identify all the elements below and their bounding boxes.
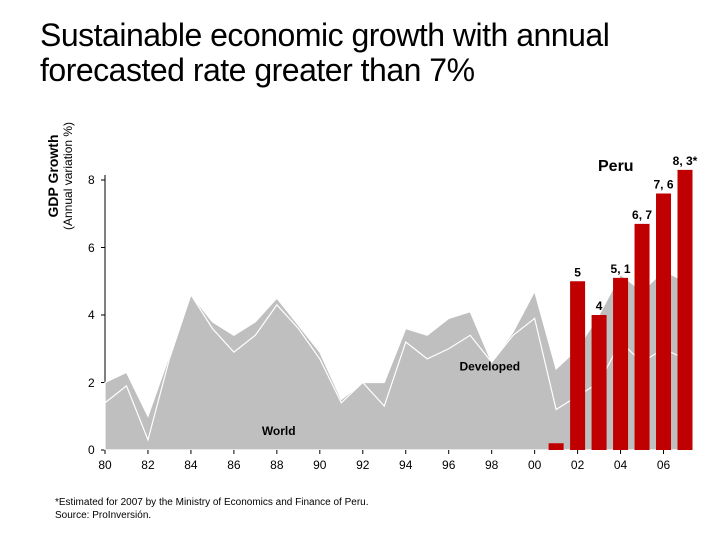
- x-tick: 04: [614, 458, 627, 472]
- x-tick: 00: [528, 458, 541, 472]
- x-tick: 84: [184, 458, 197, 472]
- y-tick: 8: [88, 173, 95, 187]
- bar-label-2005: 6, 7: [632, 208, 652, 222]
- y-tick: 6: [88, 241, 95, 255]
- footnote: *Estimated for 2007 by the Ministry of E…: [55, 496, 369, 522]
- x-tick: 96: [442, 458, 455, 472]
- y-tick: 2: [88, 376, 95, 390]
- y-tick: 0: [88, 443, 95, 457]
- bar-2007: [678, 170, 693, 450]
- x-tick: 90: [313, 458, 326, 472]
- y-tick: 4: [88, 308, 95, 322]
- bar-label-2002: 5: [574, 265, 581, 279]
- bar-2003: [592, 315, 607, 450]
- label-world: World: [262, 424, 296, 438]
- label-developed: Developed: [459, 360, 520, 374]
- bar-label-2004: 5, 1: [611, 262, 631, 276]
- bar-2004: [613, 278, 628, 450]
- x-tick: 88: [270, 458, 283, 472]
- x-tick: 94: [399, 458, 412, 472]
- x-tick: 80: [98, 458, 111, 472]
- bar-label-2007: 8, 3*: [673, 154, 698, 168]
- bar-2001: [549, 443, 564, 450]
- x-tick: 06: [657, 458, 670, 472]
- bar-2006: [656, 194, 671, 451]
- bar-2005: [635, 224, 650, 450]
- footnote-line-1: *Estimated for 2007 by the Ministry of E…: [55, 496, 369, 509]
- x-tick: 98: [485, 458, 498, 472]
- x-tick: 02: [571, 458, 584, 472]
- footnote-line-2: Source: ProInversión.: [55, 509, 369, 522]
- x-tick: 92: [356, 458, 369, 472]
- x-tick: 82: [141, 458, 154, 472]
- bar-label-2003: 4: [596, 299, 603, 313]
- bar-label-2006: 7, 6: [654, 178, 674, 192]
- bar-2002: [570, 281, 585, 450]
- x-tick: 86: [227, 458, 240, 472]
